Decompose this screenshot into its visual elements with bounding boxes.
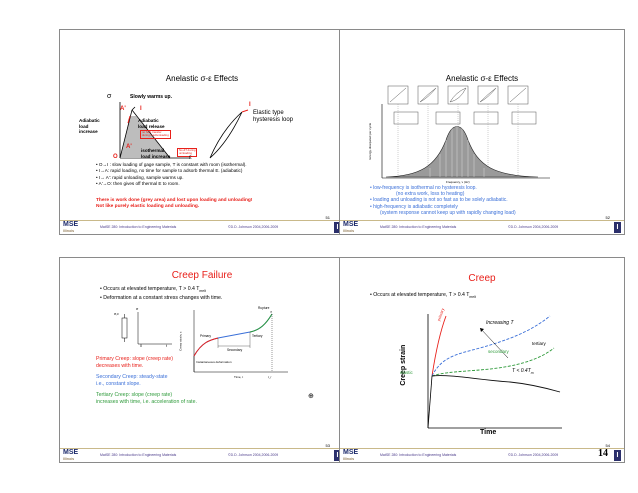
slide-title: Anelastic σ-ε Effects xyxy=(445,74,519,83)
slide-title: Anelastic σ-ε Effects xyxy=(165,74,239,83)
copyright-label: ©D.D. Johnson 2004,2006-2009 xyxy=(228,225,279,229)
sigma-label: σ xyxy=(136,307,139,311)
slide-anelastic-effects-1: Anelastic σ-ε Effects σ Slowly warms up.… xyxy=(59,29,345,235)
slide-page-number: 51 xyxy=(325,215,330,220)
x-axis-label: Frequency, ν (Hz) xyxy=(446,180,470,184)
copyright-label: ©D.D. Johnson 2004,2006-2009 xyxy=(508,453,559,457)
slide-page-number: 53 xyxy=(325,443,330,448)
tertiary-creep-text: Tertiary Creep: slope (creep rate) increa… xyxy=(96,392,197,405)
slide-footer: 54 MSE Illinois MatSE 280: Introduction t… xyxy=(340,443,624,462)
time-axis-label: Time, t xyxy=(234,375,244,379)
tertiary-label: Tertiary xyxy=(252,334,263,338)
increasing-t-label: Increasing T xyxy=(486,320,514,326)
primary-label: Primary xyxy=(200,334,211,338)
slide-title: Creep Failure xyxy=(171,270,233,281)
creep-curves xyxy=(427,314,562,429)
adiabatic-release-label: Adiabatic load release xyxy=(138,118,165,129)
mse-logo: MSE Illinois xyxy=(343,449,359,461)
point-a-label: A' xyxy=(120,106,126,112)
work-done-note: There is work done (grey area) and lost … xyxy=(96,198,253,210)
slide-footer: 53 MSE Illinois MatSE 280: Introduction t… xyxy=(60,443,344,462)
course-label: MatSE 280: Introduction to Engineering M… xyxy=(380,225,457,229)
point-i2-label: I xyxy=(249,102,251,108)
course-label: MatSE 280: Introduction to Engineering M… xyxy=(380,453,457,457)
isothermal-label: isothermal load increase xyxy=(141,148,171,159)
svg-text:×: × xyxy=(270,309,273,314)
course-label: MatSE 280: Introduction to Engineering M… xyxy=(100,453,177,457)
secondary-label: Secondary xyxy=(227,348,243,352)
primary-creep-text: Primary Creep: slope (creep rate) decreas… xyxy=(96,356,173,369)
epsilon-label: ε xyxy=(189,155,192,161)
no-heat-note: no heat transfer during load/unloading xyxy=(140,130,171,139)
frequency-diagram xyxy=(381,85,550,179)
course-label: MatSE 280: Introduction to Engineering M… xyxy=(100,225,177,229)
copyright-label: ©D.D. Johnson 2004,2006-2009 xyxy=(228,453,279,457)
illinois-logo: I xyxy=(334,450,341,461)
tr-label: t_r xyxy=(268,375,272,379)
slide-footer: 52 MSE Illinois MatSE 280: Introduction t… xyxy=(340,215,624,234)
mse-logo: MSE Illinois xyxy=(63,449,79,461)
slide-page-number: 52 xyxy=(605,215,610,220)
bullet-list: • O→I : slow loading of gage sample, T i… xyxy=(96,162,247,186)
y-axis-label: Energy dissipated per cycle xyxy=(368,122,373,160)
rupture-label: Rupture xyxy=(258,306,270,310)
slide-page-number: 54 xyxy=(605,443,610,448)
elastic-label: elastic xyxy=(400,370,413,375)
copyright-label: ©D.D. Johnson 2004,2006-2009 xyxy=(508,225,559,229)
mse-logo: MSE Illinois xyxy=(63,221,79,233)
zero-label: 0 xyxy=(140,344,142,348)
slide-title: Creep xyxy=(468,273,496,284)
slide-anelastic-effects-2: Anelastic σ-ε Effects xyxy=(339,29,625,235)
secondary-creep-text: Secondary Creep: steady-state i.e., const… xyxy=(96,374,168,387)
tertiary-label: tertiary xyxy=(532,341,546,346)
time-axis: Time xyxy=(480,429,497,436)
sigma-label: σ xyxy=(107,93,112,100)
slide-creep-failure: Creep Failure • Occurs at elevated tempe… xyxy=(59,257,345,463)
point-i-label: I xyxy=(140,106,142,112)
sigma-eps-label: σ,ε xyxy=(114,312,119,316)
instant-deformation-label: Instantaneous deformation xyxy=(196,360,232,364)
illinois-logo: I xyxy=(614,450,621,461)
bullet-text: • Occurs at elevated temperature, T > 0.… xyxy=(370,292,476,300)
point-a-prime-label: A' xyxy=(126,144,132,150)
creep-strain-axis: Creep strain xyxy=(400,344,408,386)
illinois-logo: I xyxy=(334,222,341,233)
slow-warms-label: Slowly warms up. xyxy=(130,94,172,100)
no-dt-note: No ΔT during un/loading xyxy=(177,148,198,157)
creep-strain-axis-label: Creep strain, ε xyxy=(178,331,183,351)
illinois-logo: I xyxy=(614,222,621,233)
bullet-list: • Occurs at elevated temperature, T > 0.… xyxy=(100,286,223,302)
bullet-list: • low-frequency is isothermal no hystere… xyxy=(370,185,516,216)
handout-page-number: 14 xyxy=(598,448,608,459)
help-icon: ⊕ xyxy=(308,393,314,400)
hysteresis-diagram xyxy=(119,102,249,159)
adiabatic-load-label: Adiabatic load increase xyxy=(79,118,100,135)
slide-creep: Creep • Occurs at elevated temperature, … xyxy=(339,257,625,463)
point-o-label: O xyxy=(113,154,118,160)
t-label: t xyxy=(166,344,167,348)
elastic-hysteresis-label: Elastic type hysteresis loop xyxy=(253,110,294,124)
secondary-label: secondary xyxy=(488,349,509,354)
temperature-condition-label: T < 0.4Tm xyxy=(512,368,534,375)
slide-footer: 51 MSE Illinois MatSE 280: Introduction t… xyxy=(60,215,344,234)
creep-diagram: × xyxy=(121,309,288,373)
mse-logo: MSE Illinois xyxy=(343,221,359,233)
